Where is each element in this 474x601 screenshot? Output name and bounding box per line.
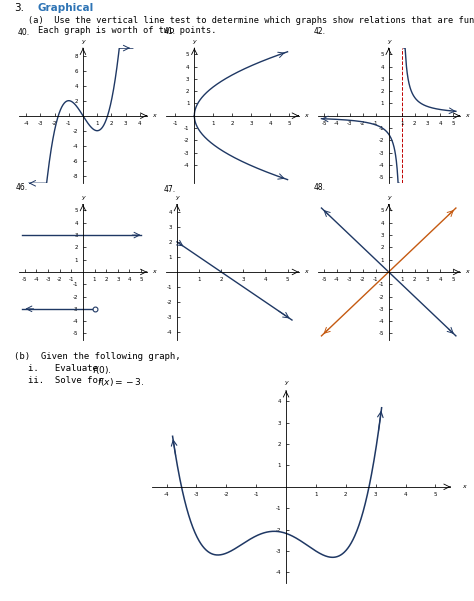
Text: 3.: 3. [14,3,24,13]
Text: y: y [192,39,196,44]
Text: y: y [387,39,391,44]
Text: x: x [304,113,308,118]
Text: $f(0).$: $f(0).$ [92,364,112,376]
Text: x: x [152,113,156,118]
Text: 46.: 46. [16,183,27,192]
Text: 41.: 41. [164,27,176,36]
Text: x: x [465,113,469,118]
Text: x: x [152,269,156,275]
Text: (b)  Given the following graph,: (b) Given the following graph, [14,352,181,361]
Text: x: x [304,269,308,275]
Text: $f(x) = -3.$: $f(x) = -3.$ [97,376,145,388]
Text: Graphical: Graphical [38,3,94,13]
Text: y: y [81,195,85,200]
Text: y: y [81,39,85,44]
Text: x: x [465,269,469,275]
Text: x: x [462,484,466,489]
Text: y: y [284,380,288,385]
Text: 42.: 42. [314,27,326,36]
Text: 48.: 48. [314,183,326,192]
Text: (a)  Use the vertical line test to determine which graphs show relations that ar: (a) Use the vertical line test to determ… [28,16,474,25]
Text: 47.: 47. [164,185,176,194]
Text: Each graph is worth of two points.: Each graph is worth of two points. [38,26,217,35]
Text: ii.  Solve for: ii. Solve for [28,376,109,385]
Text: 40.: 40. [18,28,30,37]
Text: y: y [175,195,179,200]
Text: y: y [387,195,391,200]
Text: i.   Evaluate: i. Evaluate [28,364,104,373]
